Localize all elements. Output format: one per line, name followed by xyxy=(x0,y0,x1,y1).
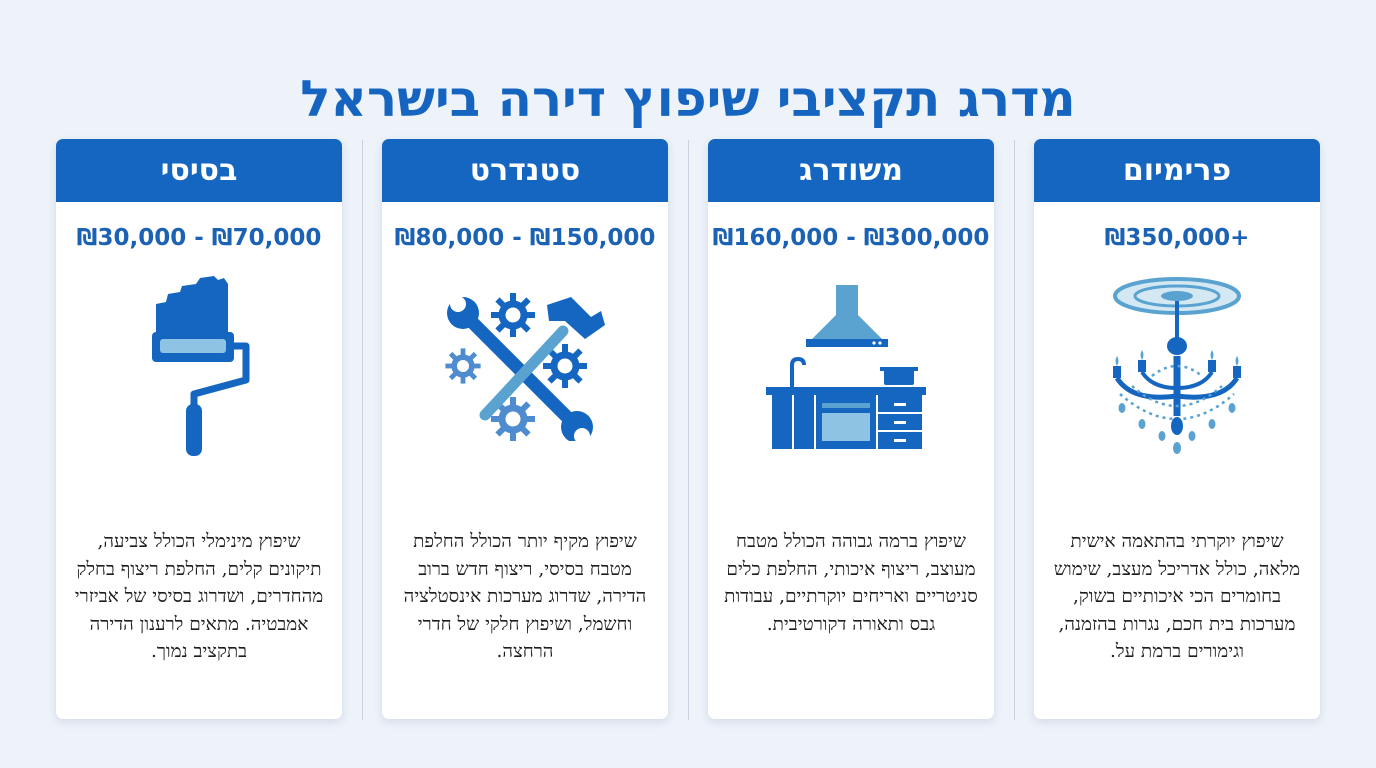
kitchen-icon xyxy=(766,285,926,449)
tier-title: משודרג xyxy=(708,139,994,202)
tier-card-basic: בסיסי ₪30,000 - ₪70,000 שיפוץ מינימלי הכ… xyxy=(56,139,342,719)
tier-title: סטנדרט xyxy=(382,139,668,202)
chandelier-icon xyxy=(1113,277,1241,454)
tools-gears-icon xyxy=(445,291,605,441)
tier-title: בסיסי xyxy=(56,139,342,202)
page-title: מדרג תקציבי שיפוץ דירה בישראל xyxy=(300,69,1076,128)
tier-price: ₪350,000+ xyxy=(1104,225,1250,251)
paint-roller-icon xyxy=(152,276,250,456)
tier-title: פרימיום xyxy=(1034,139,1320,202)
column-divider xyxy=(362,140,363,720)
column-divider xyxy=(1014,140,1015,720)
tier-description: שיפוץ מינימלי הכולל צביעה, תיקונים קלים,… xyxy=(74,531,324,662)
tier-description: שיפוץ ברמה גבוהה הכולל מטבח מעוצב, ריצוף… xyxy=(724,531,978,635)
tier-card-upgraded: משודרג ₪160,000 - ₪300,000 שיפוץ ברמה גב xyxy=(708,139,994,719)
tier-price: ₪160,000 - ₪300,000 xyxy=(712,225,990,251)
tier-price: ₪30,000 - ₪70,000 xyxy=(76,225,322,251)
column-divider xyxy=(688,140,689,720)
tier-card-premium: פרימיום ₪350,000+ xyxy=(1034,139,1320,719)
tier-description: שיפוץ יוקרתי בהתאמה אישית מלאה, כולל אדר… xyxy=(1053,531,1301,662)
tier-description: שיפוץ מקיף יותר הכולל החלפת מטבח בסיסי, … xyxy=(403,531,647,662)
tier-price: ₪80,000 - ₪150,000 xyxy=(394,225,656,251)
tier-card-standard: סטנדרט ₪80,000 - ₪150,000 xyxy=(382,139,668,719)
